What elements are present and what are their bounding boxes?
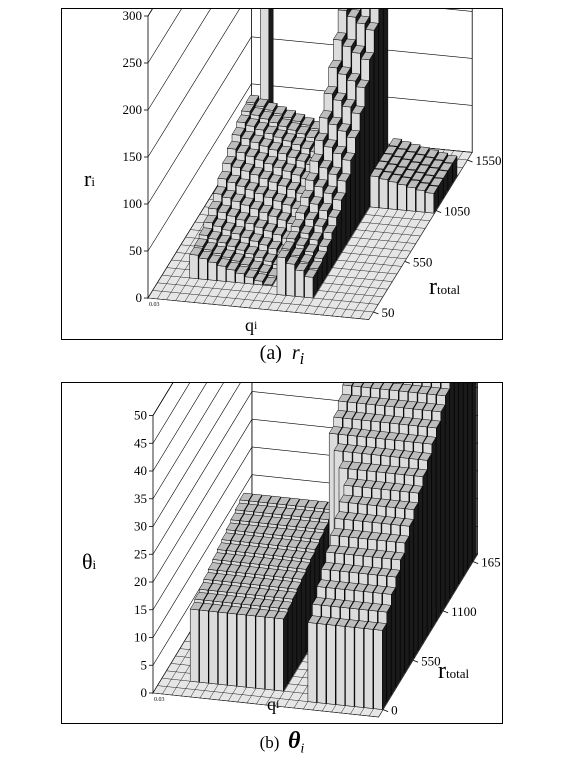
z-tick-label: 25 [134, 546, 147, 561]
y-tick [404, 260, 410, 264]
y-tick [442, 610, 449, 614]
y-tick-label: 1100 [451, 604, 477, 619]
grid-line [152, 383, 207, 472]
x-axis-label: qi [267, 694, 280, 714]
y-tick-label: 1050 [444, 204, 470, 219]
y-tick-label: 550 [421, 653, 441, 668]
grid-line [147, 9, 473, 158]
grid-line [152, 383, 224, 499]
y-tick [472, 561, 479, 564]
floor-grid [152, 290, 374, 313]
caption-b-sub: i [300, 740, 305, 757]
x-start-label: 0.03 [154, 697, 165, 703]
caption-b-letter: (b) [259, 733, 280, 752]
grid-line [152, 383, 190, 444]
z-tick-label: 30 [134, 519, 147, 534]
z-tick-label: 45 [134, 435, 147, 450]
y-tick [412, 659, 419, 663]
bar [189, 247, 203, 280]
z-tick-label: 35 [134, 491, 147, 506]
bar [253, 273, 268, 286]
z-tick-label: 0 [141, 685, 148, 700]
caption-b: (b) θi [0, 728, 564, 757]
floor-grid [152, 692, 379, 718]
z-tick-label: 40 [134, 463, 147, 478]
chart-b-svg: 0 5 10 15 20 25 30 35 40 45 50 0 550 1100 1650 θi qi rtot… [82, 383, 501, 718]
bar [262, 276, 277, 287]
z-tick-label: 200 [123, 102, 143, 117]
bar [373, 622, 387, 711]
floor-grid [147, 297, 369, 320]
x-start-label: 0.03 [149, 302, 160, 308]
grid-line [147, 9, 211, 111]
y-axis-label: rtotal [438, 658, 469, 684]
y-tick [436, 210, 442, 214]
chart-panel-a: 0 50 100 150 200 250 300 50 550 1050 1550 ri qi rtota… [61, 8, 503, 340]
y-tick-label: 1650 [481, 555, 501, 570]
z-tick-label: 50 [134, 408, 147, 423]
z-axis-label: ri [84, 166, 95, 191]
z-tick-label: 250 [123, 55, 143, 70]
z-tick-label: 0 [136, 290, 143, 305]
z-tick-label: 20 [134, 574, 147, 589]
caption-a-sub: i [299, 349, 305, 368]
z-tick-label: 15 [134, 602, 147, 617]
y-tick-label: 550 [413, 254, 433, 269]
z-tick-label: 10 [134, 630, 147, 645]
grid-line [152, 383, 478, 527]
z-tick-label: 150 [123, 149, 143, 164]
bar [304, 269, 318, 299]
caption-a: (a) ri [0, 342, 564, 369]
y-axis-label: rtotal [429, 274, 460, 300]
chart-a-svg: 0 50 100 150 200 250 300 50 550 1050 1550 ri qi rtota… [84, 9, 502, 335]
y-tick [382, 709, 389, 712]
z-axis-label: θi [82, 549, 97, 574]
y-tick [467, 159, 473, 163]
z-tick-label: 300 [123, 9, 143, 23]
caption-b-symbol: θ [287, 728, 301, 754]
grid-line [147, 83, 473, 252]
y-tick-label: 50 [382, 305, 395, 320]
z-tick-label: 50 [129, 243, 142, 258]
bar [424, 185, 439, 215]
bar [274, 610, 289, 693]
z-tick-label: 100 [123, 196, 143, 211]
chart-panel-b: 0 5 10 15 20 25 30 35 40 45 50 0 550 1100 1650 θi qi rtot… [61, 382, 503, 724]
caption-a-symbol: r [291, 342, 300, 364]
grid-line [147, 36, 473, 205]
floor-grid [157, 282, 379, 305]
z-tick-label: 5 [141, 657, 148, 672]
y-tick-label: 0 [391, 703, 398, 718]
y-tick-label: 1550 [476, 153, 502, 168]
y-tick [373, 311, 379, 315]
x-axis-label: qi [245, 315, 258, 335]
caption-a-letter: (a) [259, 342, 282, 364]
